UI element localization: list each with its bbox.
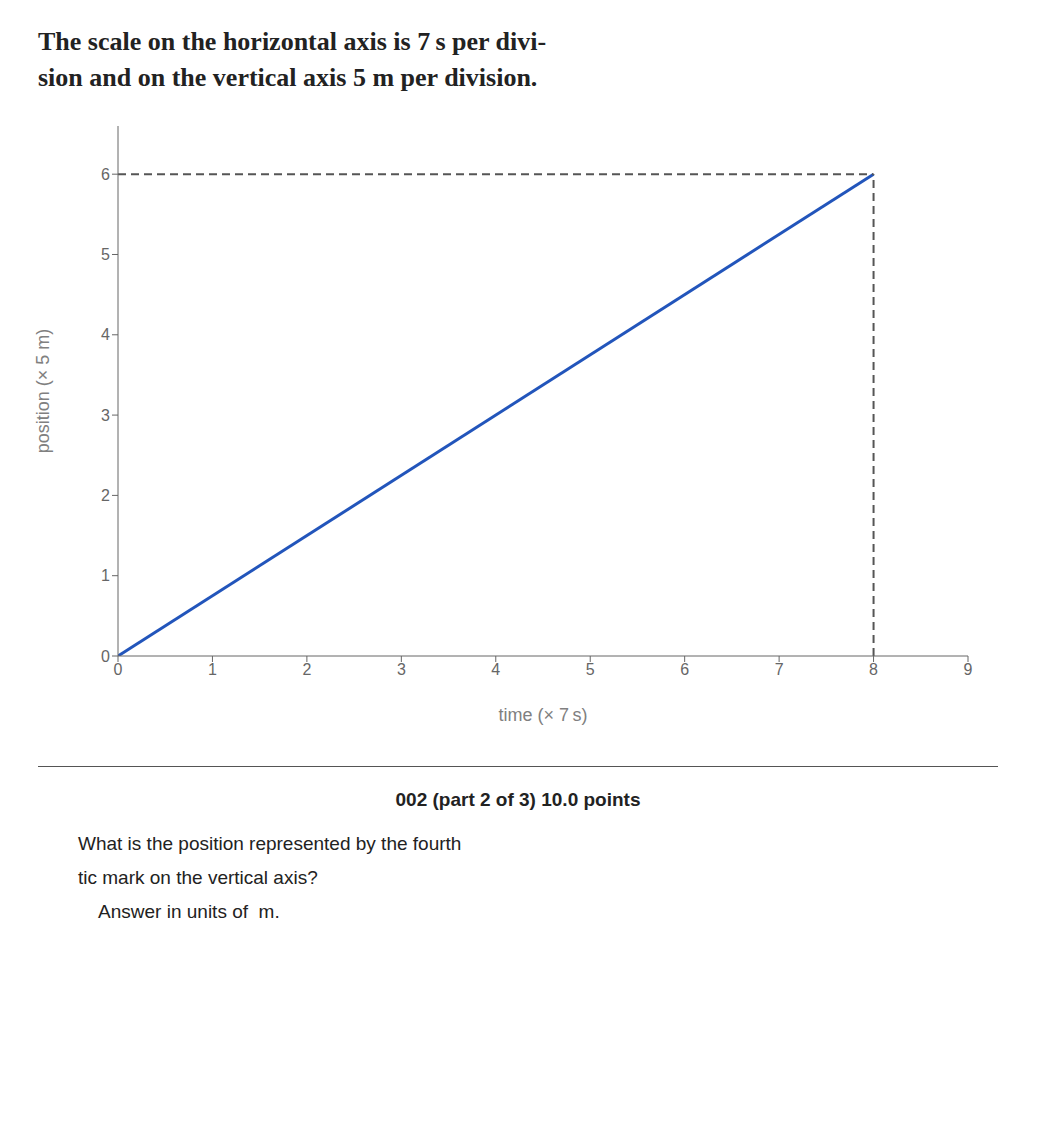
html-text:sion and on the vertical axis: sion and on the vertical axis 5 m per di… [38, 63, 538, 92]
svg-text:8: 8 [869, 661, 878, 678]
svg-text:2: 2 [302, 661, 311, 678]
svg-text:time (× 7 s): time (× 7 s) [498, 705, 587, 725]
svg-text:position (× 5 m): position (× 5 m) [33, 329, 53, 454]
html-text:Answer in units of m.: Answer in units of m. [78, 901, 280, 922]
svg-text:2: 2 [101, 487, 110, 504]
svg-text:4: 4 [491, 661, 500, 678]
svg-text:5: 5 [101, 246, 110, 263]
html-text:What is the position represent: What is the position represented by the … [78, 833, 462, 854]
html-text:The scale on the horizontal ax: The scale on the horizontal axis is 7 s … [38, 27, 547, 56]
svg-text:4: 4 [101, 326, 110, 343]
svg-text:5: 5 [586, 661, 595, 678]
svg-text:0: 0 [114, 661, 123, 678]
html-text:002 (part 2 of 3) 10.0 points: 002 (part 2 of 3) 10.0 points [395, 789, 641, 810]
svg-text:6: 6 [680, 661, 689, 678]
svg-text:0: 0 [101, 648, 110, 665]
svg-text:3: 3 [101, 407, 110, 424]
svg-text:6: 6 [101, 166, 110, 183]
svg-text:9: 9 [964, 661, 973, 678]
svg-text:1: 1 [208, 661, 217, 678]
svg-text:3: 3 [397, 661, 406, 678]
svg-text:1: 1 [101, 567, 110, 584]
html-text:tic mark on the vertical axis?: tic mark on the vertical axis? [78, 867, 318, 888]
svg-text:7: 7 [775, 661, 784, 678]
